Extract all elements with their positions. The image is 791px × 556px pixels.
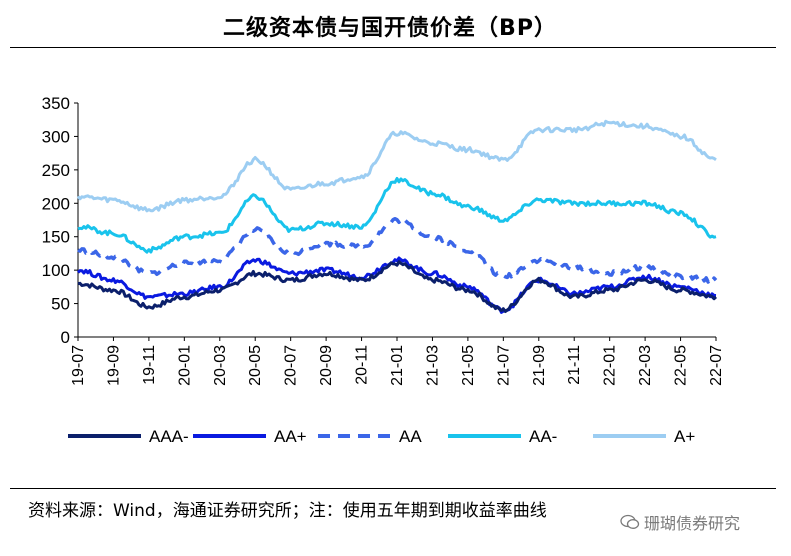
y-axis: 0 50 100 150 200 250 300 350	[42, 94, 79, 347]
x-tick-label: 20-01	[176, 345, 193, 386]
watermark-text: 珊瑚债券研究	[644, 514, 741, 533]
y-tick-label: 50	[51, 295, 70, 314]
x-tick-label: 20-03	[212, 345, 229, 386]
x-tick-label: 20-11	[354, 345, 371, 385]
series-line-AA	[77, 216, 718, 284]
x-tick-label: 21-07	[495, 345, 512, 386]
x-tick-label: 21-05	[460, 345, 477, 386]
series-lines	[76, 119, 718, 314]
y-tick-label: 300	[42, 127, 70, 146]
x-tick-label: 21-09	[531, 345, 548, 386]
wechat-icon	[620, 514, 640, 529]
source-rule	[10, 488, 776, 489]
x-tick-label: 19-07	[70, 345, 87, 386]
x-axis: 19-07 19-09 19-11 20-01 20-03 20-05 20-07 20-09…	[70, 336, 725, 386]
x-tick-label: 20-09	[318, 345, 335, 386]
x-tick-label: 19-09	[105, 345, 122, 386]
y-tick-label: 100	[42, 261, 70, 280]
x-tick-label: 22-03	[637, 345, 654, 386]
source-note: 资料来源：Wind，海通证券研究所；注：使用五年期到期收益率曲线	[28, 501, 547, 521]
x-tick-label: 22-01	[602, 345, 619, 386]
x-tick-label: 22-05	[673, 345, 690, 386]
title-underline	[10, 47, 776, 48]
y-tick-label: 200	[42, 194, 70, 213]
series-line-AA-	[77, 177, 717, 254]
y-tick-label: 0	[61, 328, 70, 347]
x-tick-label: 21-03	[424, 345, 441, 386]
x-tick-label: 21-01	[389, 345, 406, 386]
legend: AAA- AA+ AA AA- A+	[68, 427, 695, 446]
legend-label-A+: A+	[674, 427, 695, 446]
series-line-A+	[76, 119, 717, 213]
legend-label-AAA-: AAA-	[149, 427, 189, 446]
series-line-AAA-	[77, 260, 718, 313]
y-tick-label: 350	[42, 94, 70, 113]
legend-label-AA: AA	[399, 427, 422, 446]
x-tick-label: 20-05	[247, 345, 264, 386]
x-tick-label: 19-11	[141, 345, 158, 385]
watermark: 珊瑚债券研究	[620, 510, 740, 534]
legend-label-AA-: AA-	[529, 427, 557, 446]
x-tick-label: 20-07	[283, 345, 300, 386]
y-tick-label: 250	[42, 161, 70, 180]
y-tick-label: 150	[42, 228, 70, 247]
x-tick-label: 22-07	[708, 345, 725, 386]
chart-title: 二级资本债与国开债价差（BP）	[223, 16, 557, 41]
legend-label-AA+: AA+	[274, 427, 307, 446]
series-line-AA+	[76, 256, 717, 314]
x-tick-label: 21-11	[566, 345, 583, 385]
